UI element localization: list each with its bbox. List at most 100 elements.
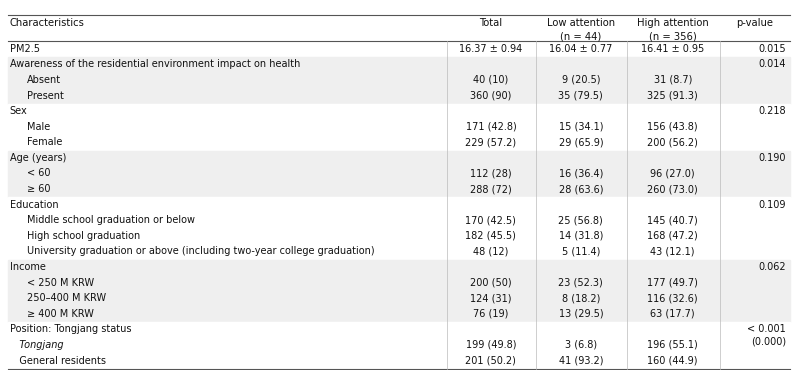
Text: 201 (50.2): 201 (50.2) — [465, 356, 516, 366]
Text: 145 (40.7): 145 (40.7) — [647, 215, 698, 225]
Text: 0.014: 0.014 — [759, 59, 786, 69]
Text: 200 (56.2): 200 (56.2) — [647, 137, 698, 147]
Text: ≥ 400 M KRW: ≥ 400 M KRW — [27, 309, 93, 319]
Text: 0.015: 0.015 — [758, 44, 786, 54]
Text: 171 (42.8): 171 (42.8) — [465, 122, 516, 132]
Bar — [8, 338, 790, 353]
Bar — [8, 73, 790, 88]
Text: 96 (27.0): 96 (27.0) — [650, 168, 695, 178]
Text: Tongjang: Tongjang — [10, 340, 63, 350]
Text: 8 (18.2): 8 (18.2) — [562, 293, 600, 303]
Text: Absent: Absent — [27, 75, 61, 85]
Text: University graduation or above (including two-year college graduation): University graduation or above (includin… — [27, 246, 374, 256]
Text: 16.41 ± 0.95: 16.41 ± 0.95 — [641, 44, 705, 54]
Text: 43 (12.1): 43 (12.1) — [650, 246, 695, 256]
Text: Female: Female — [27, 137, 62, 147]
Text: Male: Male — [27, 122, 50, 132]
Text: 170 (42.5): 170 (42.5) — [465, 215, 516, 225]
Text: 5 (11.4): 5 (11.4) — [562, 246, 600, 256]
Bar — [8, 229, 790, 244]
Text: General residents: General residents — [10, 356, 105, 366]
Text: Age (years): Age (years) — [10, 153, 66, 163]
Text: 76 (19): 76 (19) — [473, 309, 508, 319]
Text: 3 (6.8): 3 (6.8) — [565, 340, 597, 350]
Text: 260 (73.0): 260 (73.0) — [647, 184, 698, 194]
Text: ≥ 60: ≥ 60 — [27, 184, 50, 194]
Text: 48 (12): 48 (12) — [473, 246, 508, 256]
Text: 25 (56.8): 25 (56.8) — [559, 215, 603, 225]
Bar — [8, 306, 790, 322]
Bar — [8, 353, 790, 369]
Text: 14 (31.8): 14 (31.8) — [559, 231, 603, 241]
Text: 112 (28): 112 (28) — [470, 168, 512, 178]
Bar — [8, 213, 790, 229]
Text: PM2.5: PM2.5 — [10, 44, 40, 54]
Text: 13 (29.5): 13 (29.5) — [559, 309, 603, 319]
Text: High attention
(n = 356): High attention (n = 356) — [637, 18, 709, 41]
Text: 182 (45.5): 182 (45.5) — [465, 231, 516, 241]
Text: 9 (20.5): 9 (20.5) — [562, 75, 600, 85]
Text: 124 (31): 124 (31) — [470, 293, 512, 303]
Text: Present: Present — [27, 91, 64, 101]
Text: 0.062: 0.062 — [758, 262, 786, 272]
Text: 31 (8.7): 31 (8.7) — [654, 75, 692, 85]
Text: 288 (72): 288 (72) — [470, 184, 512, 194]
Text: 199 (49.8): 199 (49.8) — [466, 340, 516, 350]
Bar — [8, 135, 790, 151]
Text: 28 (63.6): 28 (63.6) — [559, 184, 603, 194]
Bar — [8, 291, 790, 306]
Text: Awareness of the residential environment impact on health: Awareness of the residential environment… — [10, 59, 300, 69]
Bar — [8, 151, 790, 166]
Text: Low attention
(n = 44): Low attention (n = 44) — [547, 18, 615, 41]
Bar — [8, 166, 790, 182]
Bar — [8, 244, 790, 260]
Text: 196 (55.1): 196 (55.1) — [647, 340, 698, 350]
Text: p-value: p-value — [736, 18, 773, 28]
Text: 325 (91.3): 325 (91.3) — [647, 91, 698, 101]
Text: Income: Income — [10, 262, 45, 272]
Text: 0.190: 0.190 — [759, 153, 786, 163]
Bar — [8, 197, 790, 213]
Text: Sex: Sex — [10, 106, 27, 116]
Text: 0.218: 0.218 — [758, 106, 786, 116]
Text: < 0.001
(0.000): < 0.001 (0.000) — [748, 324, 786, 347]
Text: High school graduation: High school graduation — [27, 231, 140, 241]
Text: 250–400 M KRW: 250–400 M KRW — [27, 293, 106, 303]
Bar — [8, 182, 790, 197]
Text: 16 (36.4): 16 (36.4) — [559, 168, 603, 178]
Bar — [8, 88, 790, 104]
Text: Education: Education — [10, 200, 58, 210]
Text: 360 (90): 360 (90) — [470, 91, 512, 101]
Bar — [8, 260, 790, 275]
Text: Middle school graduation or below: Middle school graduation or below — [27, 215, 195, 225]
Text: 116 (32.6): 116 (32.6) — [647, 293, 698, 303]
Bar — [8, 104, 790, 120]
Text: Characteristics: Characteristics — [10, 18, 85, 28]
Text: 160 (44.9): 160 (44.9) — [647, 356, 698, 366]
Bar — [8, 275, 790, 291]
Text: 156 (43.8): 156 (43.8) — [647, 122, 698, 132]
Text: 0.109: 0.109 — [759, 200, 786, 210]
Bar — [8, 57, 790, 73]
Text: 23 (52.3): 23 (52.3) — [559, 278, 603, 287]
Text: 29 (65.9): 29 (65.9) — [559, 137, 603, 147]
Text: 229 (57.2): 229 (57.2) — [465, 137, 516, 147]
Bar — [8, 322, 790, 338]
Text: 35 (79.5): 35 (79.5) — [559, 91, 603, 101]
Text: Total: Total — [480, 18, 503, 28]
Text: Position: Tongjang status: Position: Tongjang status — [10, 324, 131, 334]
Text: 15 (34.1): 15 (34.1) — [559, 122, 603, 132]
Text: 177 (49.7): 177 (49.7) — [647, 278, 698, 287]
Text: < 60: < 60 — [27, 168, 50, 178]
Text: 41 (93.2): 41 (93.2) — [559, 356, 603, 366]
Text: 16.37 ± 0.94: 16.37 ± 0.94 — [460, 44, 523, 54]
Text: 16.04 ± 0.77: 16.04 ± 0.77 — [549, 44, 613, 54]
Text: 200 (50): 200 (50) — [470, 278, 512, 287]
Bar — [8, 14, 790, 41]
Bar — [8, 120, 790, 135]
Bar — [8, 41, 790, 57]
Text: 168 (47.2): 168 (47.2) — [647, 231, 698, 241]
Text: < 250 M KRW: < 250 M KRW — [27, 278, 94, 287]
Text: 40 (10): 40 (10) — [473, 75, 508, 85]
Text: 63 (17.7): 63 (17.7) — [650, 309, 695, 319]
